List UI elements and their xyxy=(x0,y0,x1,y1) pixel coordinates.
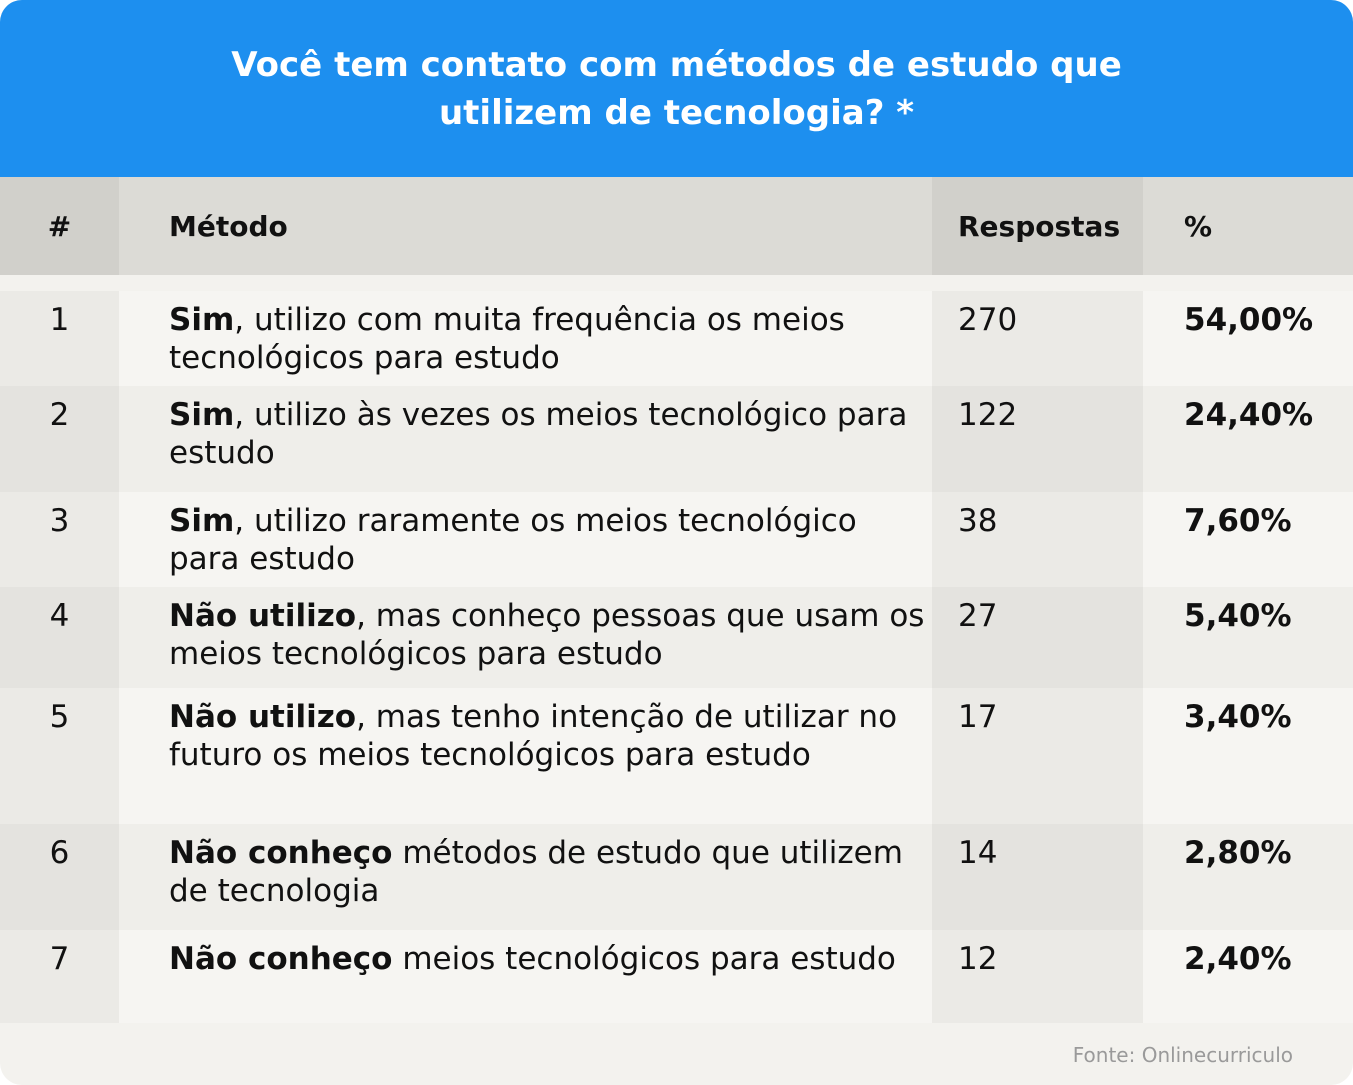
row-responses: 270 xyxy=(932,291,1143,386)
table-header: # Método Respostas % xyxy=(0,177,1353,275)
row-number: 4 xyxy=(0,587,119,688)
row-responses: 122 xyxy=(932,386,1143,492)
table-row: 7 Não conheço meios tecnológicos para es… xyxy=(0,930,1353,1023)
row-percent: 2,40% xyxy=(1143,930,1353,1023)
chart-title: Você tem contato com métodos de estudo q… xyxy=(231,44,1122,133)
row-responses: 38 xyxy=(932,492,1143,587)
row-responses: 17 xyxy=(932,688,1143,824)
table-row: 4 Não utilizo, mas conheço pessoas que u… xyxy=(0,587,1353,688)
row-method: Sim, utilizo com muita frequência os mei… xyxy=(119,291,932,386)
row-percent: 24,40% xyxy=(1143,386,1353,492)
method-bold: Não conheço xyxy=(169,941,393,977)
row-number: 6 xyxy=(0,824,119,930)
method-bold: Sim xyxy=(169,503,235,539)
row-number: 3 xyxy=(0,492,119,587)
row-responses: 12 xyxy=(932,930,1143,1023)
method-rest: , mas conheço pessoas que usam os meios … xyxy=(169,598,925,672)
row-method: Sim, utilizo raramente os meios tecnológ… xyxy=(119,492,932,587)
table-row: 1 Sim, utilizo com muita frequência os m… xyxy=(0,291,1353,386)
method-rest: , utilizo com muita frequência os meios … xyxy=(169,302,845,376)
header-percent: % xyxy=(1184,209,1213,243)
row-percent: 7,60% xyxy=(1143,492,1353,587)
method-bold: Não utilizo xyxy=(169,598,357,634)
row-responses: 14 xyxy=(932,824,1143,930)
title-banner: Você tem contato com métodos de estudo q… xyxy=(0,0,1353,177)
method-bold: Sim xyxy=(169,397,235,433)
method-rest: , mas tenho intenção de utilizar no futu… xyxy=(169,699,898,773)
row-method: Não conheço métodos de estudo que utiliz… xyxy=(119,824,932,930)
method-rest: meios tecnológicos para estudo xyxy=(392,941,896,977)
row-number: 5 xyxy=(0,688,119,824)
row-method: Não utilizo, mas conheço pessoas que usa… xyxy=(119,587,932,688)
table-row: 3 Sim, utilizo raramente os meios tecnol… xyxy=(0,492,1353,587)
table-row: 6 Não conheço métodos de estudo que util… xyxy=(0,824,1353,930)
header-number: # xyxy=(0,177,119,275)
row-percent: 3,40% xyxy=(1143,688,1353,824)
row-number: 1 xyxy=(0,291,119,386)
method-bold: Não conheço xyxy=(169,835,393,871)
row-method: Não utilizo, mas tenho intenção de utili… xyxy=(119,688,932,824)
row-number: 2 xyxy=(0,386,119,492)
method-rest: , utilizo às vezes os meios tecnológico … xyxy=(169,397,908,471)
method-bold: Não utilizo xyxy=(169,699,357,735)
table-row: 5 Não utilizo, mas tenho intenção de uti… xyxy=(0,688,1353,824)
row-responses: 27 xyxy=(932,587,1143,688)
method-bold: Sim xyxy=(169,302,235,338)
method-rest: métodos de estudo que utilizem de tecnol… xyxy=(169,835,903,909)
row-method: Não conheço meios tecnológicos para estu… xyxy=(119,930,932,1023)
header-responses: Respostas xyxy=(932,177,1143,275)
row-number: 7 xyxy=(0,930,119,1023)
header-method: Método xyxy=(169,209,288,243)
row-percent: 54,00% xyxy=(1143,291,1353,386)
row-percent: 5,40% xyxy=(1143,587,1353,688)
method-rest: , utilizo raramente os meios tecnológico… xyxy=(169,503,857,577)
row-method: Sim, utilizo às vezes os meios tecnológi… xyxy=(119,386,932,492)
source-note: Fonte: Onlinecurriculo xyxy=(1072,1043,1293,1067)
table-row: 2 Sim, utilizo às vezes os meios tecnoló… xyxy=(0,386,1353,492)
row-percent: 2,80% xyxy=(1143,824,1353,930)
